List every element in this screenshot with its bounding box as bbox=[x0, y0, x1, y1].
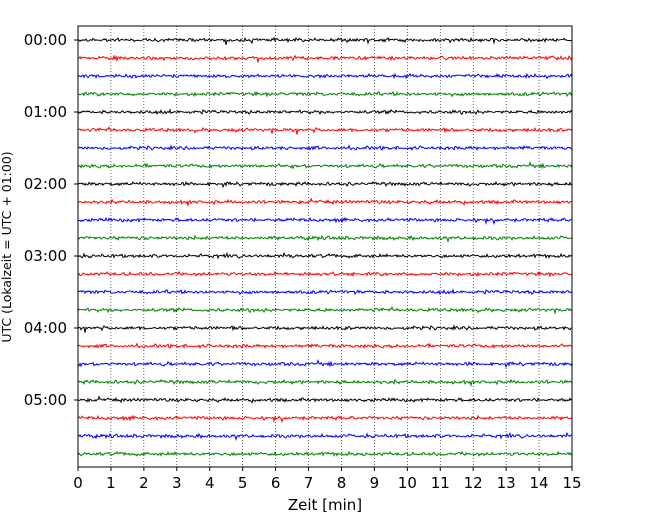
y-tick-label: 05:00 bbox=[24, 391, 67, 409]
trace-0330 bbox=[77, 288, 573, 296]
x-tick-label: 0 bbox=[73, 474, 83, 492]
trace-0500 bbox=[77, 395, 573, 404]
x-tick-label: 5 bbox=[238, 474, 248, 492]
trace-0245 bbox=[77, 234, 573, 244]
trace-0100 bbox=[77, 108, 573, 116]
x-tick-label: 13 bbox=[497, 474, 516, 492]
x-tick-label: 7 bbox=[304, 474, 314, 492]
y-tick-label: 04:00 bbox=[24, 319, 67, 337]
x-tick-label: 9 bbox=[370, 474, 380, 492]
trace-0530 bbox=[77, 431, 573, 442]
trace-0345 bbox=[77, 306, 573, 314]
trace-0300 bbox=[77, 251, 573, 260]
x-tick-label: 3 bbox=[172, 474, 182, 492]
trace-0445 bbox=[77, 378, 573, 388]
trace-0545 bbox=[77, 450, 573, 457]
trace-0000 bbox=[77, 36, 573, 45]
x-tick-label: 10 bbox=[398, 474, 417, 492]
x-tick-label: 4 bbox=[205, 474, 215, 492]
x-tick-label: 1 bbox=[106, 474, 116, 492]
x-axis-label: Zeit [min] bbox=[288, 496, 362, 514]
plot-frame bbox=[77, 25, 573, 468]
trace-0130 bbox=[77, 144, 573, 152]
x-tick-label: 8 bbox=[337, 474, 347, 492]
trace-0315 bbox=[77, 270, 573, 278]
trace-0230 bbox=[77, 216, 573, 226]
trace-0215 bbox=[77, 197, 573, 208]
trace-0045 bbox=[77, 90, 573, 98]
y-tick-label: 02:00 bbox=[24, 175, 67, 193]
y-axis-label: UTC (Lokalzeit = UTC + 01:00) bbox=[0, 151, 14, 342]
trace-lines bbox=[77, 36, 573, 457]
trace-0430 bbox=[77, 358, 573, 369]
x-tick-label: 2 bbox=[139, 474, 149, 492]
x-axis-ticks: 0 1 2 3 4 5 6 7 8 9 10 11 12 13 14 15 bbox=[73, 467, 582, 492]
trace-0200 bbox=[77, 180, 573, 189]
trace-0015 bbox=[77, 54, 573, 63]
x-tick-label: 15 bbox=[562, 474, 581, 492]
x-tick-label: 14 bbox=[530, 474, 549, 492]
trace-0415 bbox=[77, 342, 573, 350]
x-tick-label: 12 bbox=[464, 474, 483, 492]
x-tick-label: 6 bbox=[271, 474, 281, 492]
x-tick-label: 11 bbox=[431, 474, 450, 492]
y-axis-ticks: 00:00 01:00 02:00 03:00 04:00 05:00 bbox=[24, 31, 78, 409]
trace-0115 bbox=[77, 126, 573, 135]
trace-0515 bbox=[77, 414, 573, 424]
y-tick-label: 00:00 bbox=[24, 31, 67, 49]
y-tick-label: 03:00 bbox=[24, 247, 67, 265]
trace-0030 bbox=[77, 72, 573, 80]
trace-0145 bbox=[77, 160, 573, 170]
trace-0400 bbox=[77, 324, 573, 333]
y-tick-label: 01:00 bbox=[24, 103, 67, 121]
